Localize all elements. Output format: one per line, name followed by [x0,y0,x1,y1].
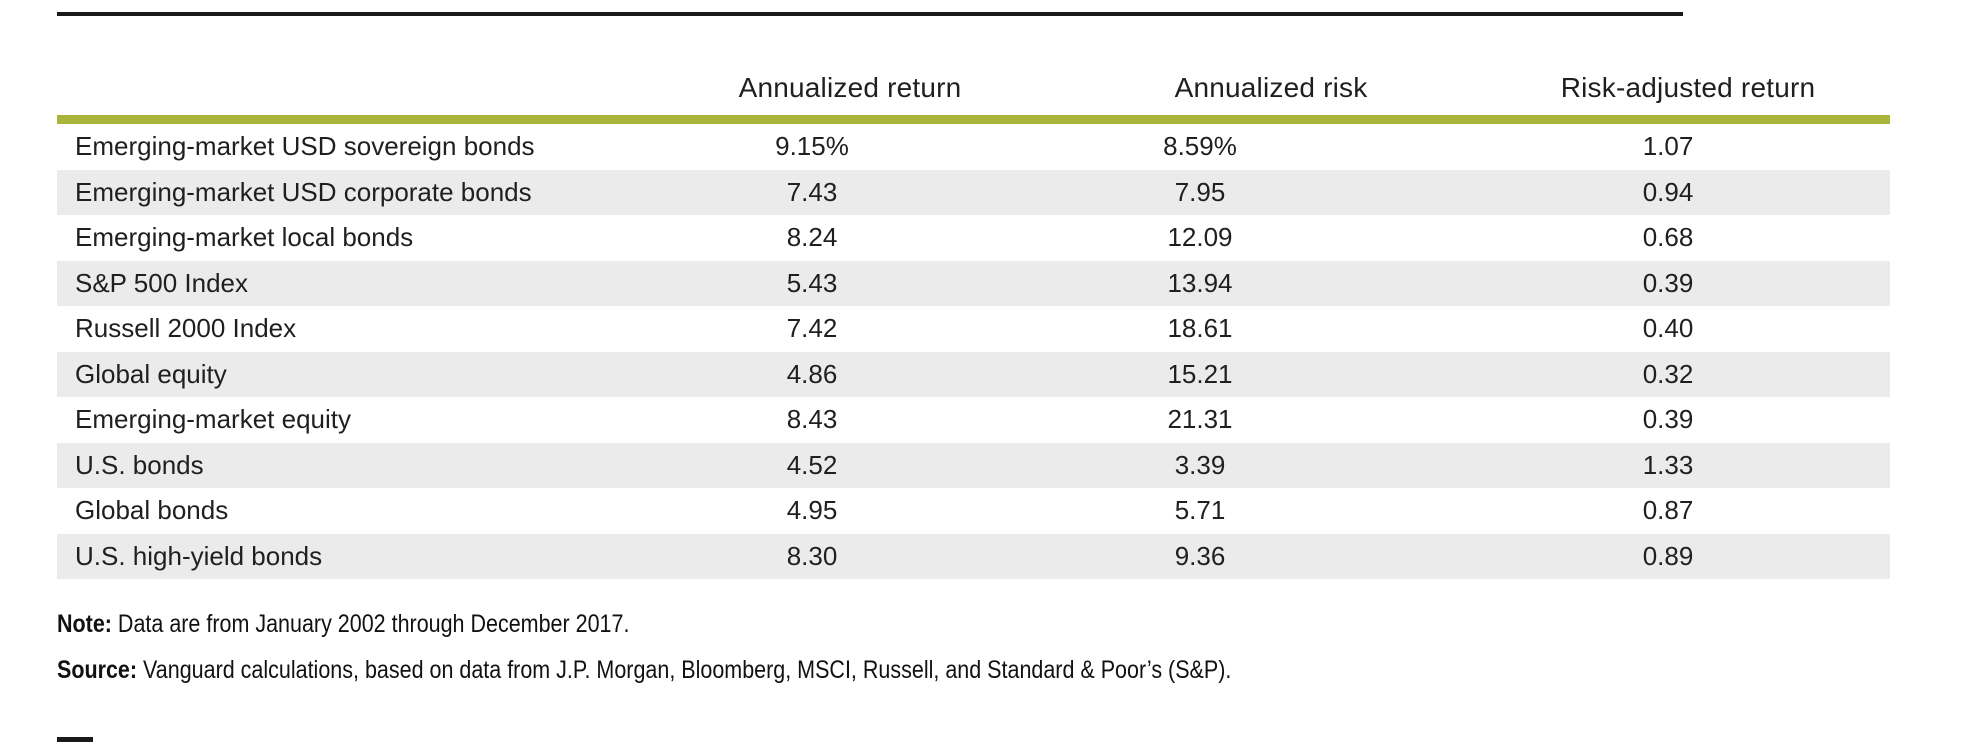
note-text: Data are from January 2002 through Decem… [117,610,630,638]
table-row: Emerging-market local bonds 8.24 12.09 0.68 [57,215,1890,261]
cell-annualized-risk: 15.21 [1167,358,1233,389]
row-label: Russell 2000 Index [75,313,297,343]
row-label: U.S. high-yield bonds [75,540,323,571]
table-row: Global bonds 4.95 5.71 0.87 [57,488,1890,534]
cell-risk-adjusted-return: 0.32 [1642,358,1694,389]
row-label: U.S. bonds [75,449,204,480]
cell-annualized-return: 7.42 [786,313,838,343]
note-label: Note: [57,610,112,638]
cell-risk-adjusted-return: 0.39 [1642,404,1694,434]
cell-annualized-return: 4.52 [786,449,838,480]
table-row: Russell 2000 Index 7.42 18.61 0.40 [57,306,1890,352]
row-label: Emerging-market USD corporate bonds [75,176,532,207]
table-body: Emerging-market USD sovereign bonds 9.15%… [57,124,1890,579]
row-label: Emerging-market local bonds [75,222,414,252]
cell-annualized-risk: 7.95 [1174,176,1226,207]
cell-annualized-risk: 5.71 [1174,495,1226,525]
table-row: Emerging-market equity 8.43 21.31 0.39 [57,397,1890,443]
cell-annualized-return: 7.43 [786,176,838,207]
cell-risk-adjusted-return: 0.68 [1642,222,1694,252]
cell-annualized-risk: 9.36 [1174,540,1226,571]
column-header-annualized-risk: Annualized risk [1174,72,1368,103]
cell-risk-adjusted-return: 0.39 [1642,267,1694,298]
table-row: Global equity 4.86 15.21 0.32 [57,351,1890,397]
table-row: S&P 500 Index 5.43 13.94 0.39 [57,260,1890,306]
cell-annualized-return: 9.15% [775,131,849,161]
row-label: Emerging-market equity [75,404,351,434]
cell-risk-adjusted-return: 0.94 [1642,176,1694,207]
table-row: U.S. high-yield bonds 8.30 9.36 0.89 [57,533,1890,579]
row-label: S&P 500 Index [75,267,248,298]
cell-annualized-risk: 8.59% [1163,131,1237,161]
cell-annualized-return: 4.86 [786,358,838,389]
cell-risk-adjusted-return: 0.40 [1642,313,1694,343]
cell-annualized-return: 4.95 [786,495,838,525]
cell-risk-adjusted-return: 0.87 [1642,495,1694,525]
row-label: Global equity [75,358,227,389]
table-row: Emerging-market USD sovereign bonds 9.15%… [57,124,1890,170]
cell-annualized-risk: 3.39 [1174,449,1226,480]
note-line: Note: Data are from January 2002 through… [57,609,629,639]
table-row: U.S. bonds 4.52 3.39 1.33 [57,442,1890,488]
header-divider-rule [57,115,1890,124]
cell-annualized-risk: 13.94 [1167,267,1233,298]
cell-annualized-risk: 12.09 [1167,222,1233,252]
cell-annualized-return: 8.24 [786,222,838,252]
figure-top-rule [57,12,1683,16]
table-row: Emerging-market USD corporate bonds 7.43 7… [57,169,1890,215]
cell-annualized-return: 8.43 [786,404,838,434]
row-label: Emerging-market USD sovereign bonds [75,131,535,161]
cell-risk-adjusted-return: 0.89 [1642,540,1694,571]
cell-annualized-risk: 18.61 [1167,313,1233,343]
cell-risk-adjusted-return: 1.07 [1642,131,1694,161]
source-text: Vanguard calculations, based on data fro… [143,656,1232,684]
cell-annualized-return: 8.30 [786,540,838,571]
cell-risk-adjusted-return: 1.33 [1642,449,1694,480]
row-label: Global bonds [75,495,229,525]
source-label: Source: [57,656,138,684]
source-line: Source: Vanguard calculations, based on … [57,655,1231,685]
cell-annualized-risk: 21.31 [1167,404,1233,434]
cell-annualized-return: 5.43 [786,267,838,298]
column-header-risk-adjusted-return: Risk-adjusted return [1560,72,1816,103]
column-header-annualized-return: Annualized return [738,72,962,103]
bottom-crop-mark [57,737,93,742]
